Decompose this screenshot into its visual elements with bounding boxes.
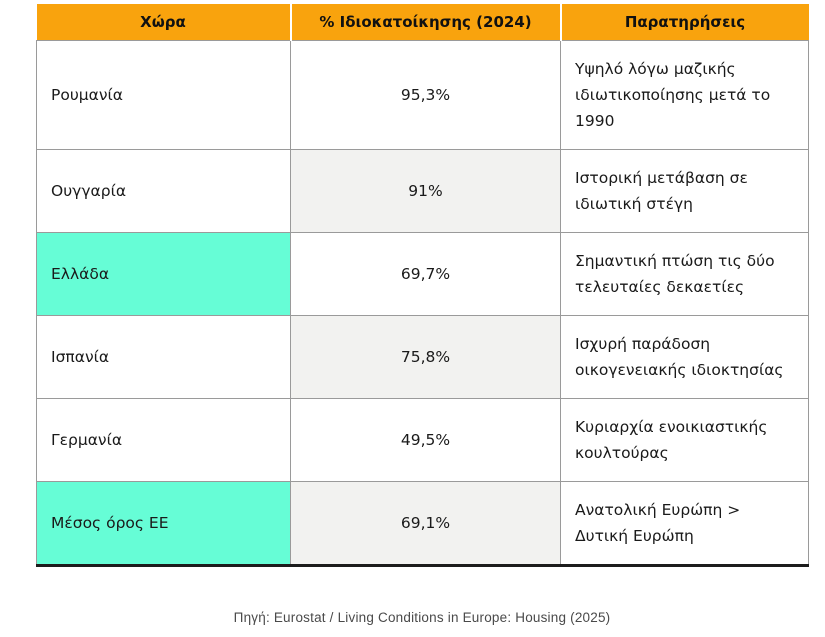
notes-cell: Ιστορική μετάβαση σε ιδιωτική στέγη [560,149,809,234]
country-cell: Ελλάδα [36,232,291,317]
percent-cell: 91% [290,149,561,234]
column-header-percent: % Ιδιοκατοίκησης (2024) [289,4,561,41]
header-row: Χώρα % Ιδιοκατοίκησης (2024) Παρατηρήσει… [36,4,809,41]
column-header-country: Χώρα [36,4,291,41]
table-body: Ρουμανία 95,3% Υψηλό λόγω μαζικής ιδιωτι… [36,39,809,567]
percent-cell: 49,5% [290,398,561,483]
notes-cell: Κυριαρχία ενοικιαστικής κουλτούρας [560,398,809,483]
home-ownership-table: Χώρα % Ιδιοκατοίκησης (2024) Παρατηρήσει… [36,4,809,568]
percent-cell: 69,1% [290,481,561,567]
table-row: Γερμανία 49,5% Κυριαρχία ενοικιαστικής κ… [36,398,809,483]
table-row: Μέσος όρος ΕΕ 69,1% Ανατολική Ευρώπη > Δ… [36,481,809,567]
notes-cell: Σημαντική πτώση τις δύο τελευταίες δεκαε… [560,232,809,317]
notes-cell: Υψηλό λόγω μαζικής ιδιωτικοποίησης μετά … [560,39,809,151]
column-header-notes: Παρατηρήσεις [559,4,809,41]
table-row: Ελλάδα 69,7% Σημαντική πτώση τις δύο τελ… [36,232,809,317]
table-row: Ρουμανία 95,3% Υψηλό λόγω μαζικής ιδιωτι… [36,39,809,151]
source-caption: Πηγή: Eurostat / Living Conditions in Eu… [233,610,611,625]
country-cell: Μέσος όρος ΕΕ [36,481,291,567]
notes-cell: Ανατολική Ευρώπη > Δυτική Ευρώπη [560,481,809,567]
country-cell: Γερμανία [36,398,291,483]
country-cell: Ισπανία [36,315,291,400]
percent-cell: 75,8% [290,315,561,400]
table-row: Ισπανία 75,8% Ισχυρή παράδοση οικογενεια… [36,315,809,400]
notes-cell: Ισχυρή παράδοση οικογενειακής ιδιοκτησία… [560,315,809,400]
country-cell: Ουγγαρία [36,149,291,234]
percent-cell: 95,3% [290,39,561,151]
country-cell: Ρουμανία [36,39,291,151]
table-row: Ουγγαρία 91% Ιστορική μετάβαση σε ιδιωτι… [36,149,809,234]
percent-cell: 69,7% [290,232,561,317]
